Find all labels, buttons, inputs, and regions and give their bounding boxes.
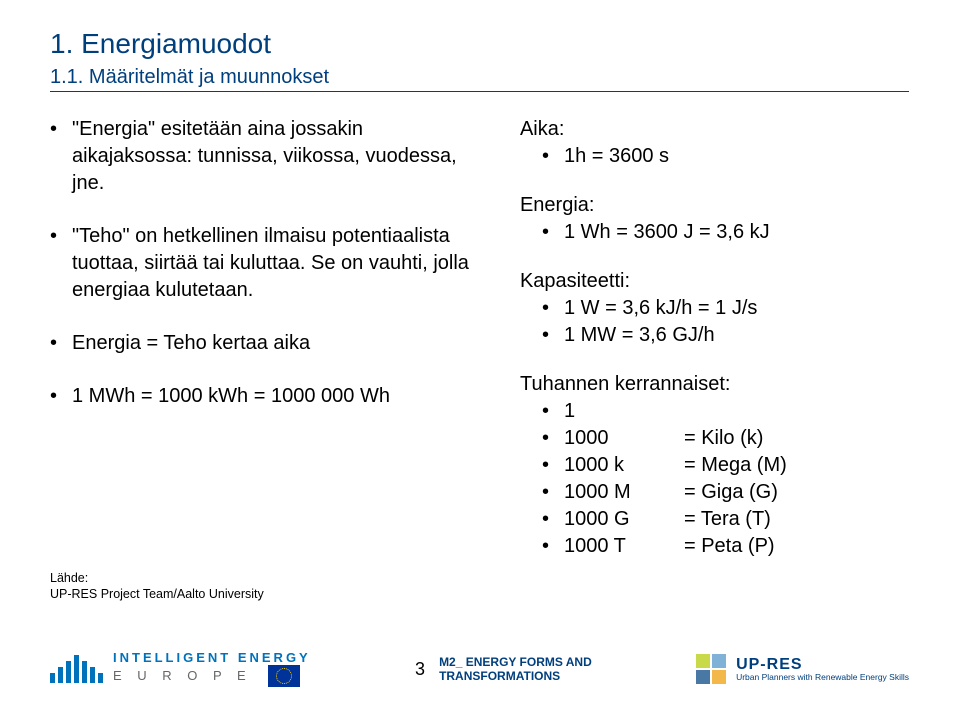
bullet-text: Energia = Teho kertaa aika <box>72 330 310 357</box>
course-line1: M2_ ENERGY FORMS AND <box>439 655 592 669</box>
capacity-value-2: • 1 MW = 3,6 GJ/h <box>520 322 909 349</box>
upres-text: UP-RES Urban Planners with Renewable Ene… <box>736 656 909 683</box>
multiplier-number: 1 <box>564 398 684 425</box>
time-heading: Aika: <box>520 116 909 143</box>
source-text: UP-RES Project Team/Aalto University <box>50 586 264 602</box>
footer-center: 3 M2_ ENERGY FORMS AND TRANSFORMATIONS <box>415 655 592 684</box>
multiplier-row: • 1000 = Kilo (k) <box>520 425 909 452</box>
slide-subtitle: 1.1. Määritelmät ja muunnokset <box>50 66 909 89</box>
upres-line2: Urban Planners with Renewable Energy Ski… <box>736 673 909 682</box>
bullet-dot: • <box>50 223 72 304</box>
capacity-heading: Kapasiteetti: <box>520 268 909 295</box>
slide-footer: INTELLIGENT ENERGY E U R O P E 3 M2_ ENE… <box>0 632 959 718</box>
bullet-formula: • Energia = Teho kertaa aika <box>50 330 480 357</box>
multiplier-unit: = Mega (M) <box>684 452 787 479</box>
right-column: Aika: • 1h = 3600 s Energia: • 1 Wh = 36… <box>520 116 909 560</box>
bullet-dot: • <box>542 143 564 170</box>
multiplier-number: 1000 M <box>564 479 684 506</box>
energy-heading: Energia: <box>520 192 909 219</box>
upres-line1: UP-RES <box>736 656 909 674</box>
upres-grid-icon <box>696 654 726 684</box>
multiplier-unit: = Tera (T) <box>684 506 771 533</box>
course-line2: TRANSFORMATIONS <box>439 669 592 683</box>
multiplier-row: • 1000 T = Peta (P) <box>520 533 909 560</box>
multipliers-list: • 1 • 1000 = Kilo (k) • 1000 k = Mega (M… <box>520 398 909 560</box>
bullet-dot: • <box>50 383 72 410</box>
bullet-dot: • <box>542 295 564 322</box>
bullet-dot: • <box>542 533 564 560</box>
multiplier-unit: = Peta (P) <box>684 533 775 560</box>
multiplier-number: 1000 T <box>564 533 684 560</box>
capacity-value-1: • 1 W = 3,6 kJ/h = 1 J/s <box>520 295 909 322</box>
multiplier-row: • 1000 k = Mega (M) <box>520 452 909 479</box>
bullet-dot: • <box>542 219 564 246</box>
value-text: 1 Wh = 3600 J = 3,6 kJ <box>564 219 770 246</box>
title-rule <box>50 91 909 92</box>
bullet-text: 1 MWh = 1000 kWh = 1000 000 Wh <box>72 383 390 410</box>
multiplier-number: 1000 G <box>564 506 684 533</box>
bullet-dot: • <box>542 452 564 479</box>
slide: 1. Energiamuodot 1.1. Määritelmät ja muu… <box>0 0 959 718</box>
bullet-dot: • <box>542 425 564 452</box>
bullet-mwh: • 1 MWh = 1000 kWh = 1000 000 Wh <box>50 383 480 410</box>
multiplier-number: 1000 k <box>564 452 684 479</box>
multiplier-unit: = Kilo (k) <box>684 425 763 452</box>
multiplier-row: • 1000 M = Giga (G) <box>520 479 909 506</box>
time-value: • 1h = 3600 s <box>520 143 909 170</box>
multiplier-number: 1000 <box>564 425 684 452</box>
ie-text: INTELLIGENT ENERGY E U R O P E <box>113 651 311 687</box>
bullet-dot: • <box>542 398 564 425</box>
multiplier-row: • 1 <box>520 398 909 425</box>
bullet-energy-def: • "Energia" esitetään aina jossakin aika… <box>50 116 480 197</box>
slide-title: 1. Energiamuodot <box>50 28 909 60</box>
source-citation: Lähde: UP-RES Project Team/Aalto Univers… <box>50 570 264 603</box>
bullet-dot: • <box>542 479 564 506</box>
ie-line2: E U R O P E <box>113 669 252 683</box>
intelligent-energy-logo: INTELLIGENT ENERGY E U R O P E <box>50 651 311 687</box>
left-column: • "Energia" esitetään aina jossakin aika… <box>50 116 480 560</box>
multiplier-unit: = Giga (G) <box>684 479 778 506</box>
eu-flag-icon <box>268 665 300 687</box>
bullet-text: "Energia" esitetään aina jossakin aikaja… <box>72 116 480 197</box>
value-text: 1h = 3600 s <box>564 143 669 170</box>
ie-bars-icon <box>50 655 103 683</box>
bullet-dot: • <box>50 330 72 357</box>
bullet-power-def: • "Teho" on hetkellinen ilmaisu potentia… <box>50 223 480 304</box>
bullet-text: "Teho" on hetkellinen ilmaisu potentiaal… <box>72 223 480 304</box>
content-columns: • "Energia" esitetään aina jossakin aika… <box>50 116 909 560</box>
ie-line1: INTELLIGENT ENERGY <box>113 651 311 665</box>
energy-value: • 1 Wh = 3600 J = 3,6 kJ <box>520 219 909 246</box>
bullet-dot: • <box>50 116 72 197</box>
page-number: 3 <box>415 659 425 680</box>
bullet-dot: • <box>542 322 564 349</box>
upres-logo: UP-RES Urban Planners with Renewable Ene… <box>696 654 909 684</box>
course-label: M2_ ENERGY FORMS AND TRANSFORMATIONS <box>439 655 592 684</box>
multipliers-heading: Tuhannen kerrannaiset: <box>520 371 909 398</box>
source-label: Lähde: <box>50 570 264 586</box>
multiplier-row: • 1000 G = Tera (T) <box>520 506 909 533</box>
value-text: 1 W = 3,6 kJ/h = 1 J/s <box>564 295 757 322</box>
bullet-dot: • <box>542 506 564 533</box>
value-text: 1 MW = 3,6 GJ/h <box>564 322 715 349</box>
